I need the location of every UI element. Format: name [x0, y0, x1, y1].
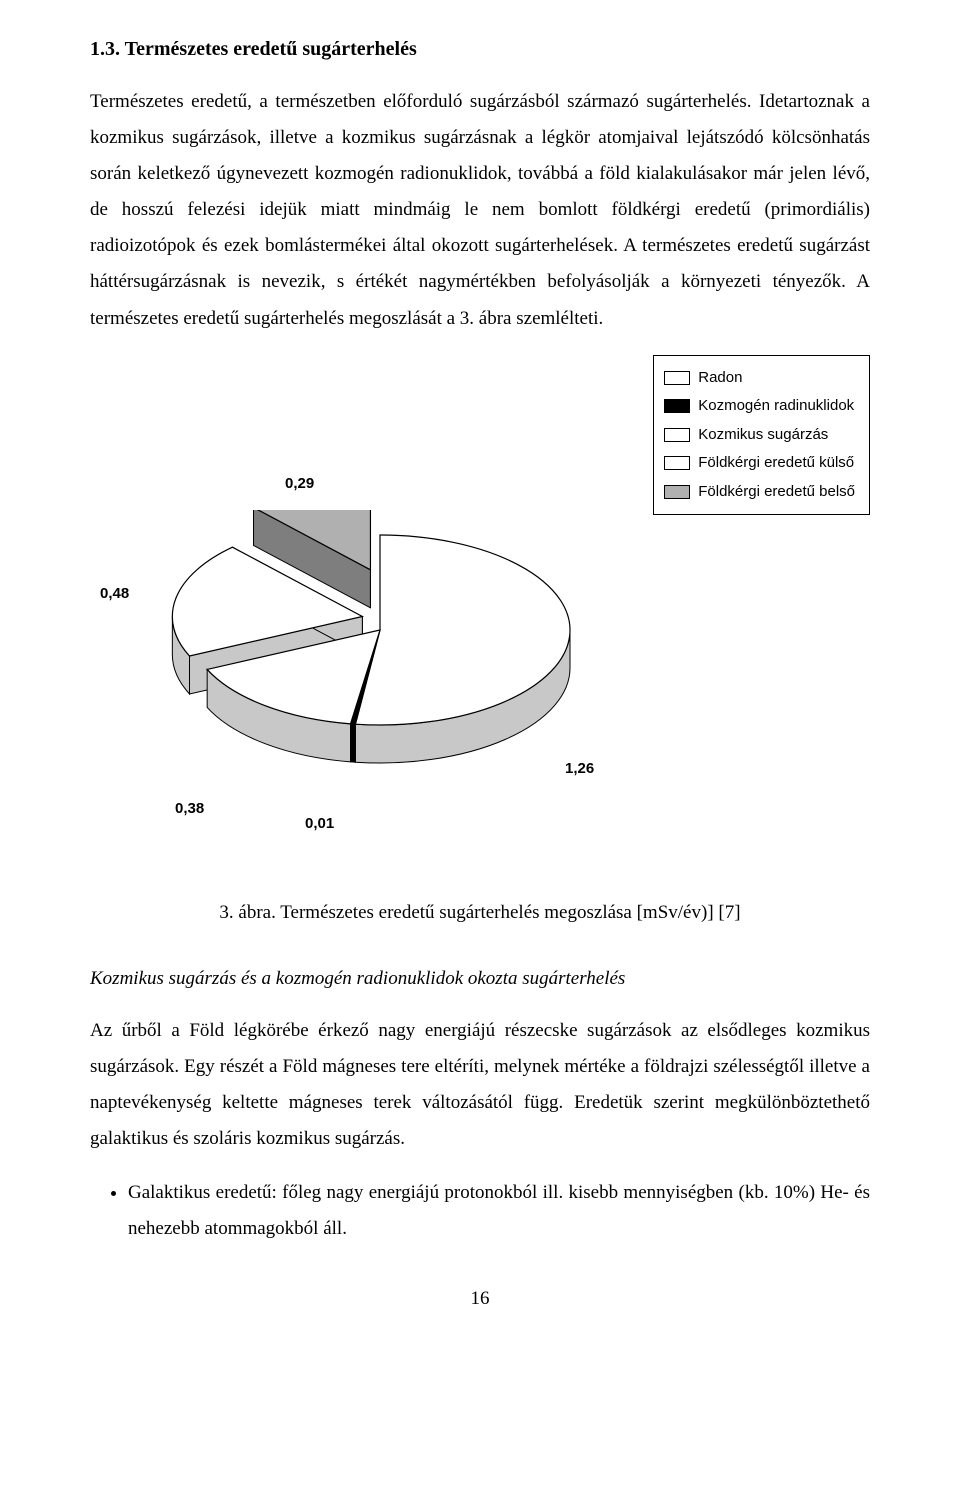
legend-swatch	[664, 399, 690, 413]
legend-item: Földkérgi eredetű külső	[664, 449, 855, 478]
chart-caption: 3. ábra. Természetes eredetű sugárterhel…	[90, 895, 870, 931]
legend-swatch	[664, 456, 690, 470]
legend-swatch	[664, 485, 690, 499]
slice-label: 1,26	[565, 755, 594, 784]
subheading-italic: Kozmikus sugárzás és a kozmogén radionuk…	[90, 961, 870, 997]
legend-label: Radon	[698, 364, 742, 393]
bullet-list: Galaktikus eredetű: főleg nagy energiájú…	[90, 1175, 870, 1247]
slice-label: 0,48	[100, 580, 129, 609]
legend-item: Radon	[664, 364, 855, 393]
pie-svg	[130, 510, 610, 830]
legend-label: Földkérgi eredetű belső	[698, 478, 855, 507]
legend-label: Kozmikus sugárzás	[698, 421, 828, 450]
legend-label: Földkérgi eredetű külső	[698, 449, 854, 478]
chart-legend: Radon Kozmogén radinuklidok Kozmikus sug…	[653, 355, 870, 516]
legend-item: Kozmikus sugárzás	[664, 421, 855, 450]
section-heading: 1.3. Természetes eredetű sugárterhelés	[90, 30, 870, 68]
page-number: 16	[90, 1281, 870, 1317]
legend-swatch	[664, 428, 690, 442]
legend-item: Földkérgi eredetű belső	[664, 478, 855, 507]
slice-label: 0,29	[285, 470, 314, 499]
legend-label: Kozmogén radinuklidok	[698, 392, 854, 421]
legend-swatch	[664, 371, 690, 385]
slice-label: 0,01	[305, 810, 334, 839]
paragraph-2: Az űrből a Föld légkörébe érkező nagy en…	[90, 1013, 870, 1157]
slice-label: 0,38	[175, 795, 204, 824]
bullet-item: Galaktikus eredetű: főleg nagy energiájú…	[128, 1175, 870, 1247]
pie-chart: Radon Kozmogén radinuklidok Kozmikus sug…	[90, 355, 870, 855]
paragraph-1: Természetes eredetű, a természetben előf…	[90, 84, 870, 337]
legend-item: Kozmogén radinuklidok	[664, 392, 855, 421]
